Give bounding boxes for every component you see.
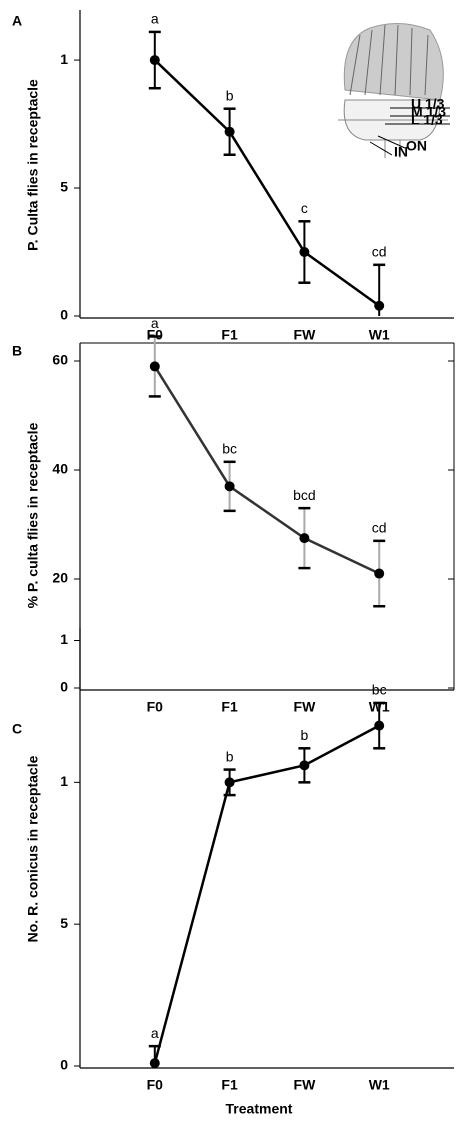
significance-letter: b	[301, 727, 309, 743]
x-tick-label: FW	[294, 699, 317, 715]
inset-drawing	[338, 23, 450, 158]
inset-label: ON	[406, 138, 427, 154]
panel-label: B	[12, 343, 22, 359]
data-line	[153, 59, 380, 307]
data-point	[224, 126, 235, 137]
x-tick-label: F1	[221, 1077, 238, 1093]
data-point	[299, 247, 310, 258]
x-tick-label: FW	[294, 1077, 317, 1093]
significance-letter: a	[151, 1025, 159, 1041]
x-axis-label: Treatment	[226, 1101, 293, 1117]
y-tick-label: 5	[60, 915, 68, 931]
data-point	[374, 720, 385, 731]
panel-label: A	[12, 13, 22, 29]
y-axis-label: % P. culta flies in receptacle	[25, 422, 41, 608]
x-tick-label: F0	[147, 327, 164, 343]
x-tick-label: F0	[147, 1077, 164, 1093]
y-tick-label: 0	[60, 679, 68, 695]
data-point	[299, 533, 310, 544]
data-point	[299, 760, 310, 771]
y-tick-label: 0	[60, 1057, 68, 1073]
significance-letter: b	[226, 87, 234, 103]
x-tick-label: F1	[221, 699, 238, 715]
data-point	[224, 777, 235, 788]
x-tick-label: FW	[294, 327, 317, 343]
significance-letter: cd	[372, 244, 387, 260]
significance-letter: bcd	[293, 487, 316, 503]
significance-letter: cd	[372, 520, 387, 536]
x-tick-label: W1	[369, 327, 390, 343]
inset-label: M 1/3	[411, 104, 446, 120]
inset-label: U 1/3	[411, 96, 445, 112]
inset-label: L 1/3	[411, 112, 443, 128]
y-tick-label: 40	[52, 461, 68, 477]
y-tick-label: 5	[60, 179, 68, 195]
y-axis-label: P. Culta flies in receptacle	[25, 79, 41, 251]
significance-letter: c	[301, 200, 308, 216]
data-line	[153, 724, 380, 1064]
x-tick-label: W1	[369, 1077, 390, 1093]
x-tick-label: F1	[221, 327, 238, 343]
data-point	[374, 300, 385, 311]
y-tick-label: 20	[52, 570, 68, 586]
data-line	[153, 365, 380, 575]
y-tick-label: 60	[52, 352, 68, 368]
y-axis-label: No. R. conicus in receptacle	[25, 755, 41, 942]
significance-letter: bc	[372, 682, 387, 698]
significance-letter: a	[151, 11, 159, 27]
y-tick-label: 1	[60, 773, 68, 789]
data-point	[149, 361, 160, 372]
significance-letter: b	[226, 748, 234, 764]
data-point	[149, 55, 160, 66]
data-point	[224, 481, 235, 492]
significance-letter: a	[151, 315, 159, 331]
panel-label: C	[12, 721, 22, 737]
data-point	[374, 568, 385, 579]
significance-letter: bc	[222, 441, 237, 457]
inset-label: IN	[394, 144, 408, 160]
x-tick-label: F0	[147, 699, 164, 715]
y-tick-label: 1	[60, 51, 68, 67]
y-tick-label: 1	[60, 631, 68, 647]
y-tick-label: 0	[60, 307, 68, 323]
data-point	[149, 1058, 160, 1069]
